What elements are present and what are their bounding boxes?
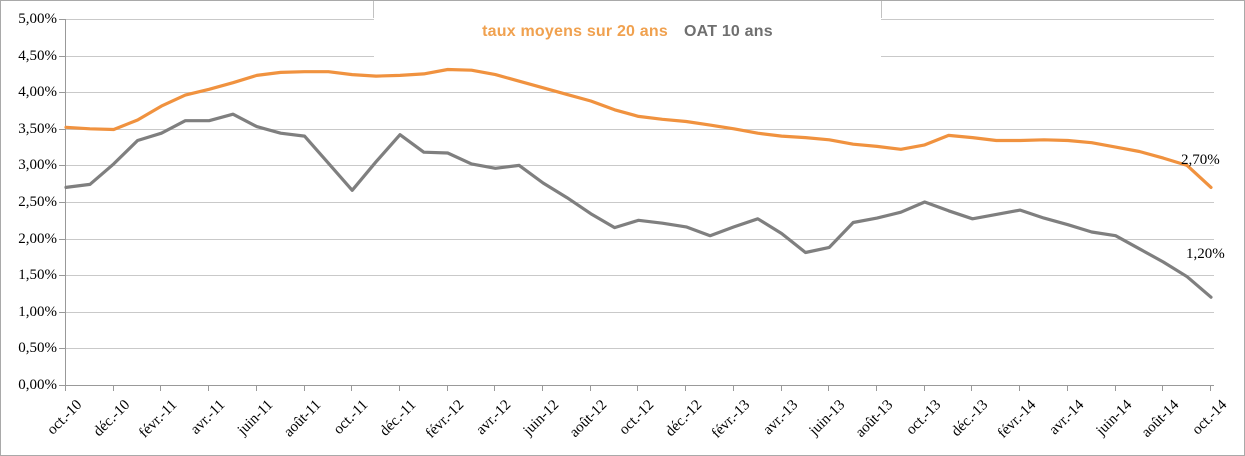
- end-value-label-orange: 2,70%: [1181, 152, 1220, 168]
- y-axis-label: 4,00%: [18, 84, 57, 101]
- y-axis-tick: [59, 311, 65, 313]
- x-axis-tick: [1209, 385, 1211, 391]
- x-axis-tick: [542, 385, 544, 391]
- h-gridline: [65, 165, 1214, 167]
- y-axis-label: 5,00%: [18, 11, 57, 27]
- x-axis-line: [65, 385, 1214, 386]
- x-axis-tick: [923, 385, 925, 391]
- series-line-oat-10-ans: [64, 112, 1213, 299]
- h-gridline: [65, 311, 1214, 313]
- h-gridline: [65, 348, 1214, 350]
- legend-item-oat-10-ans: OAT 10 ans: [683, 23, 773, 40]
- y-axis-tick: [59, 275, 65, 277]
- h-gridline: [65, 202, 1214, 203]
- h-gridline: [65, 275, 1214, 277]
- y-axis-label: 2,50%: [18, 194, 57, 210]
- x-axis-tick: [780, 385, 782, 391]
- x-axis-tick: [1066, 385, 1068, 391]
- x-axis-tick: [589, 385, 591, 391]
- y-axis-label: 1,50%: [18, 267, 57, 284]
- y-axis-tick: [59, 165, 65, 167]
- y-axis-label: 1,00%: [18, 303, 57, 320]
- y-axis-label: 0,50%: [18, 340, 57, 357]
- x-axis-tick: [160, 385, 162, 391]
- h-gridline: [65, 92, 1214, 94]
- y-axis-tick: [59, 92, 65, 94]
- x-axis-tick: [398, 385, 400, 391]
- x-axis-tick: [494, 385, 496, 391]
- legend-item-taux-moyens-20-ans: taux moyens sur 20 ans: [482, 23, 668, 40]
- x-axis-tick: [65, 385, 66, 391]
- x-axis-tick: [971, 385, 973, 391]
- x-axis-tick: [1162, 385, 1164, 391]
- x-axis-tick: [685, 385, 687, 391]
- x-axis-tick: [732, 385, 734, 391]
- legend-right-edge-line: [881, 1, 882, 18]
- x-axis-tick: [1114, 385, 1116, 391]
- x-axis-tick: [1019, 385, 1021, 391]
- y-axis-label: 3,50%: [18, 120, 57, 137]
- y-axis-tick: [59, 238, 65, 240]
- y-axis-line: [65, 19, 66, 385]
- y-axis-tick: [59, 348, 65, 350]
- x-axis-tick: [112, 385, 114, 391]
- x-axis-tick: [351, 385, 353, 391]
- x-axis-tick: [637, 385, 639, 391]
- x-axis-tick: [828, 385, 830, 391]
- y-axis-label: 2,00%: [18, 230, 57, 247]
- y-axis-tick: [59, 19, 65, 20]
- x-axis-tick: [255, 385, 257, 391]
- legend: taux moyens sur 20 ans OAT 10 ans: [374, 1, 881, 63]
- y-axis-label: 0,00%: [18, 377, 57, 393]
- y-axis-tick: [59, 55, 65, 57]
- x-axis-tick: [208, 385, 210, 391]
- legend-left-edge-line: [373, 1, 374, 18]
- end-value-label-gray: 1,20%: [1186, 246, 1225, 262]
- y-axis-label: 3,00%: [18, 157, 57, 174]
- y-axis-tick: [59, 385, 65, 386]
- x-axis-tick: [446, 385, 448, 391]
- y-axis-tick: [59, 202, 65, 203]
- series-line-taux-moyens-20-ans: [64, 67, 1213, 189]
- y-axis-tick: [59, 128, 65, 130]
- x-axis-tick: [303, 385, 305, 391]
- x-axis-tick: [876, 385, 878, 391]
- y-axis-label: 4,50%: [18, 47, 57, 64]
- h-gridline: [65, 128, 1214, 130]
- h-gridline: [65, 238, 1214, 240]
